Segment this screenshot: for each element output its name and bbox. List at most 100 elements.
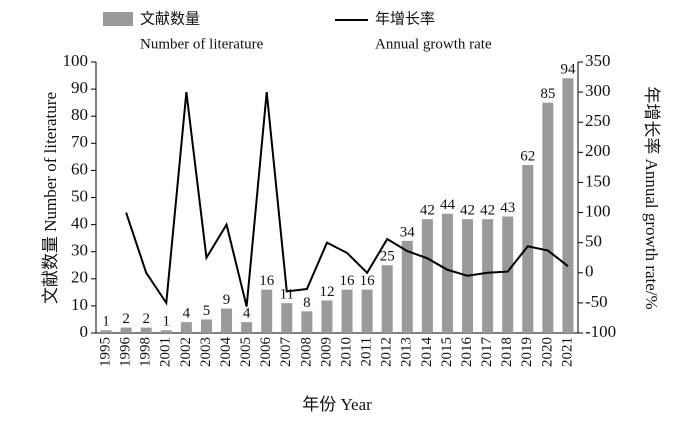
x-tick-label: 2021 [559, 337, 575, 367]
growth-line [125, 91, 569, 307]
bar [482, 219, 494, 333]
y-tick-label: 80 [71, 105, 88, 124]
bar-value-label: 1 [163, 314, 171, 330]
bar-value-label: 12 [319, 284, 334, 300]
bar [421, 219, 433, 333]
x-tick-label: 2005 [238, 337, 254, 367]
x-tick-label: 2008 [298, 337, 314, 367]
bar-value-label: 8 [303, 295, 311, 311]
bar [381, 265, 393, 333]
bar-value-label: 5 [203, 303, 211, 319]
bar [441, 213, 453, 333]
y2-tick-label: 350 [585, 51, 611, 70]
y-tick-label: 10 [71, 295, 88, 314]
legend-label-en: Number of literature [140, 36, 264, 52]
bar-value-label: 34 [400, 224, 416, 240]
bar-value-label: 94 [560, 62, 576, 78]
x-tick-label: 2015 [439, 337, 455, 367]
bar [120, 327, 132, 333]
y2-tick-label: 250 [585, 111, 611, 130]
y2-tick-label: 0 [585, 262, 594, 281]
x-tick-label: 2011 [359, 337, 375, 366]
x-tick-label: 2020 [539, 337, 555, 367]
bar [361, 289, 373, 333]
y2-tick-label: 200 [585, 141, 611, 160]
x-tick-label: 2012 [379, 337, 395, 367]
y2-axis-label: 年增长率 Annual growth rate/% [642, 86, 661, 309]
y-axis-label: 文献数量 Number of literature [41, 92, 60, 304]
x-tick-label: 1995 [97, 337, 113, 367]
x-tick-label: 2007 [278, 337, 294, 368]
y-tick-label: 0 [80, 322, 89, 341]
bar [341, 289, 353, 333]
x-tick-label: 2004 [218, 337, 234, 368]
bar [221, 308, 233, 333]
bar-value-label: 62 [520, 148, 535, 164]
x-tick-label: 2014 [419, 337, 435, 368]
bar-value-label: 44 [440, 197, 456, 213]
bar-value-label: 16 [360, 273, 376, 289]
bar [160, 330, 172, 333]
y2-tick-label: 150 [585, 171, 611, 190]
bar [140, 327, 152, 333]
y-tick-label: 50 [71, 186, 88, 205]
bar [502, 216, 514, 333]
x-tick-label: 1998 [138, 337, 154, 367]
legend-label-en: Annual growth rate [375, 36, 492, 52]
x-tick-label: 2003 [198, 337, 214, 367]
y-tick-label: 90 [71, 78, 88, 97]
bar [180, 322, 192, 333]
x-tick-label: 1996 [118, 337, 134, 368]
bar-value-label: 4 [183, 306, 191, 322]
x-tick-label: 2010 [338, 337, 354, 367]
bar [261, 289, 273, 333]
x-tick-label: 2006 [258, 337, 274, 368]
x-tick-label: 2009 [318, 337, 334, 367]
bar-value-label: 9 [223, 292, 231, 308]
legend-label: 文献数量 [140, 10, 200, 27]
x-tick-label: 2018 [499, 337, 515, 367]
y2-tick-label: 100 [585, 201, 611, 220]
bar [100, 330, 112, 333]
bar-value-label: 43 [500, 200, 515, 216]
bar [241, 322, 253, 333]
bar-value-label: 2 [142, 311, 150, 327]
bar-value-label: 42 [480, 203, 495, 219]
bar-value-label: 25 [380, 249, 395, 265]
bar [401, 240, 413, 333]
bar-value-label: 85 [540, 86, 555, 102]
x-tick-label: 2001 [158, 337, 174, 367]
y2-tick-label: -100 [585, 322, 616, 341]
legend-bar-swatch [103, 12, 133, 26]
bar-value-label: 16 [259, 273, 275, 289]
bar [522, 164, 534, 333]
bar-value-label: 42 [420, 203, 435, 219]
legend-label: 年增长率 [375, 10, 435, 27]
x-tick-label: 2017 [479, 337, 495, 368]
bar-value-label: 4 [243, 306, 251, 322]
bar [321, 300, 333, 333]
y-tick-label: 60 [71, 159, 88, 178]
y-tick-label: 70 [71, 132, 88, 151]
bar-value-label: 16 [340, 273, 356, 289]
y-tick-label: 100 [63, 51, 89, 70]
x-tick-label: 2013 [399, 337, 415, 367]
bar [301, 311, 313, 333]
y2-tick-label: -50 [585, 292, 608, 311]
y2-tick-label: 300 [585, 81, 611, 100]
y-tick-label: 30 [71, 241, 88, 260]
bar [542, 102, 554, 334]
y2-tick-label: 50 [585, 232, 602, 251]
bar-value-label: 2 [122, 311, 130, 327]
y-tick-label: 20 [71, 268, 88, 287]
y-tick-label: 40 [71, 214, 88, 233]
x-tick-label: 2019 [519, 337, 535, 367]
x-axis-label: 年份 Year [302, 395, 372, 414]
bar [200, 319, 212, 333]
bar-value-label: 1 [102, 314, 110, 330]
bar [562, 78, 574, 333]
x-tick-label: 2002 [178, 337, 194, 367]
bar-value-label: 42 [460, 203, 475, 219]
bar [281, 303, 293, 333]
